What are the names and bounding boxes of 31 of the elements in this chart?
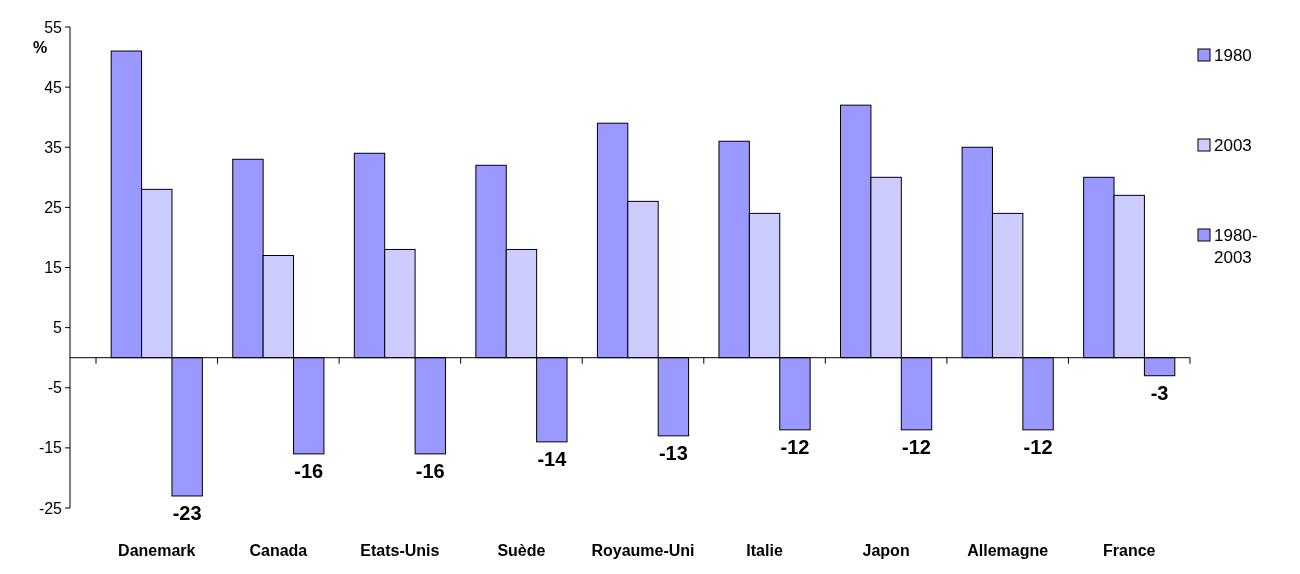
- x-tick-label: Japon: [862, 542, 910, 559]
- x-tick-label: Danemark: [118, 542, 196, 559]
- y-tick-label: 55: [44, 18, 63, 36]
- y-tick-label: 35: [44, 138, 63, 156]
- data-label: -14: [537, 447, 568, 470]
- legend-label: 1980: [1214, 45, 1252, 65]
- x-tick-label: France: [1102, 542, 1156, 559]
- legend-label: 2003: [1214, 135, 1252, 155]
- y-axis-title: %: [32, 39, 48, 56]
- legend-label: 1980-2003: [1214, 225, 1258, 267]
- x-tick-label: Suède: [497, 542, 546, 559]
- x-tick-label: Royaume-Uni: [591, 542, 695, 559]
- y-tick-label: -15: [38, 439, 63, 457]
- y-tick-label: -5: [47, 379, 63, 397]
- data-label: -23: [172, 501, 202, 524]
- data-label: -12: [780, 435, 810, 458]
- x-tick-label: Canada: [249, 542, 308, 559]
- data-label: -13: [658, 441, 688, 464]
- data-label: -16: [294, 459, 324, 482]
- y-tick-label: 25: [44, 198, 63, 216]
- data-label: -12: [902, 435, 931, 458]
- data-label: -3: [1150, 381, 1169, 404]
- y-tick-label: 45: [44, 78, 63, 96]
- x-tick-label: Etats-Unis: [360, 542, 440, 559]
- y-tick-label: 5: [53, 319, 63, 337]
- y-tick-label: 15: [44, 259, 63, 277]
- x-tick-label: Allemagne: [967, 542, 1049, 559]
- x-tick-label: Italie: [746, 542, 783, 559]
- y-tick-label: -25: [38, 499, 63, 517]
- data-label: -16: [415, 459, 445, 482]
- data-label: -12: [1023, 435, 1053, 458]
